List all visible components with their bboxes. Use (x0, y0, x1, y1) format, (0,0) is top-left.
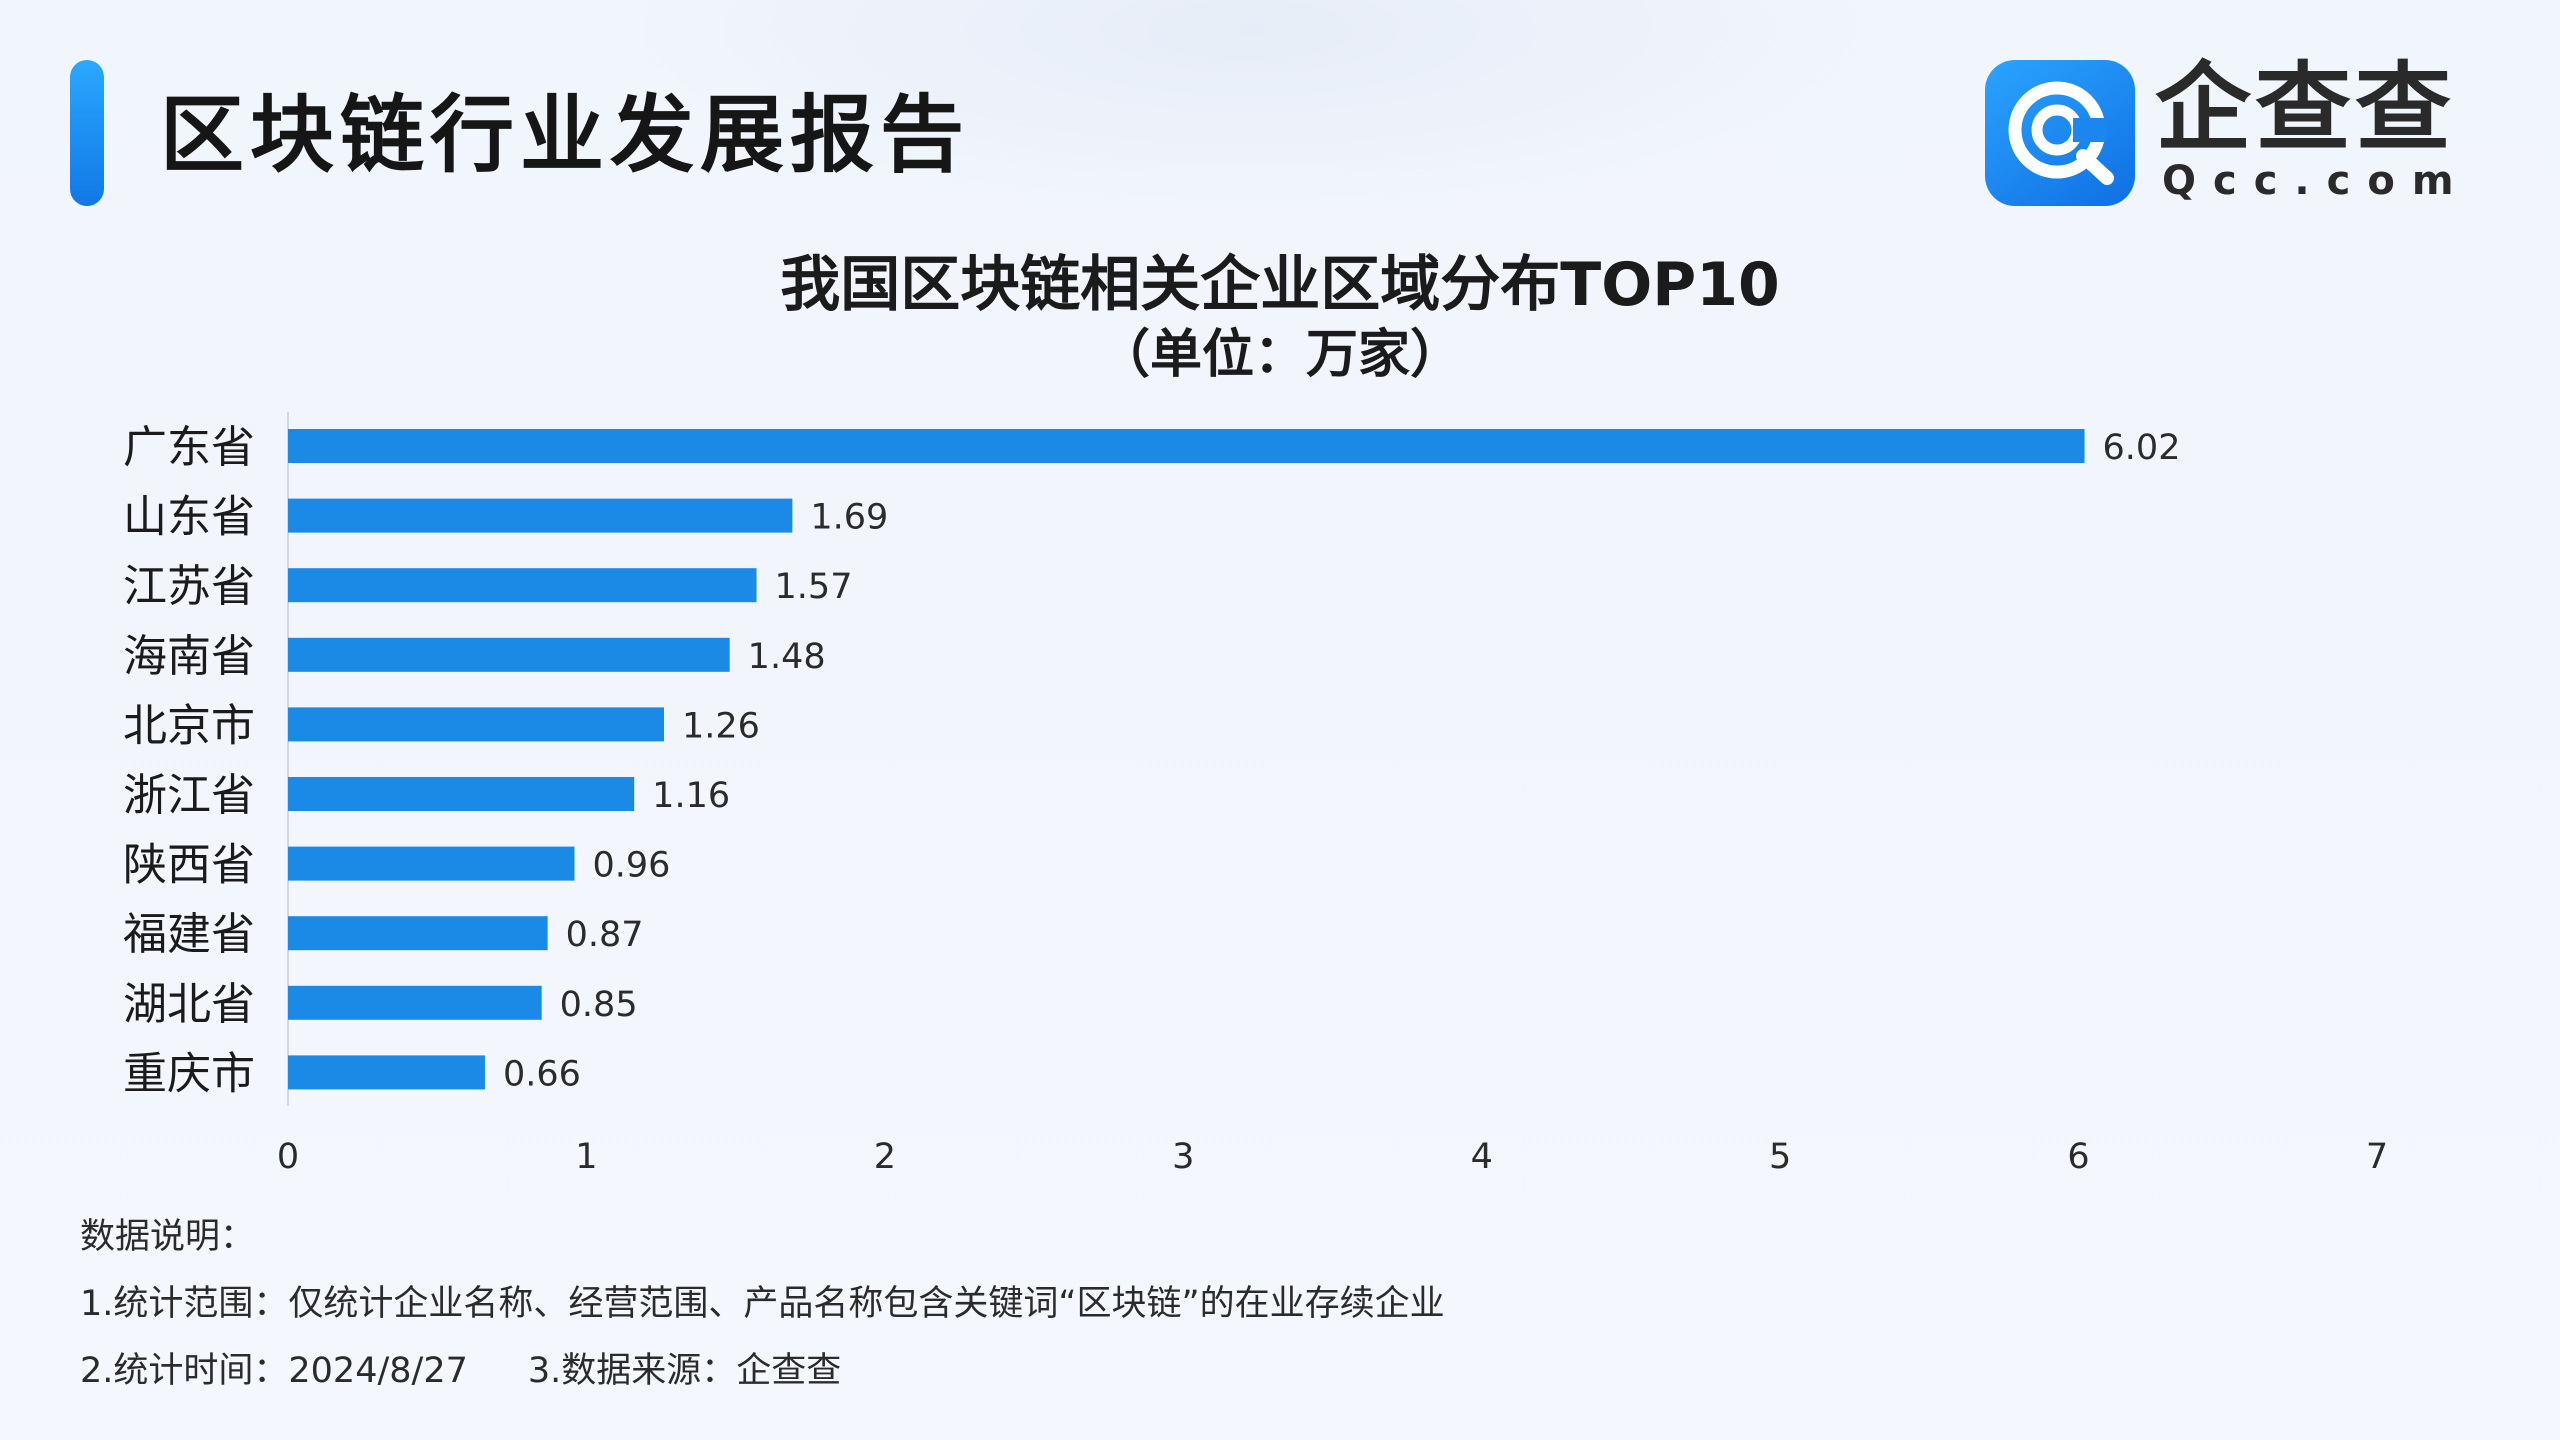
value-label-3: 1.57 (775, 567, 853, 607)
bar-1 (288, 429, 2085, 463)
x-tick-label-1: 1 (575, 1137, 597, 1177)
notes-heading: 数据说明： (80, 1217, 256, 1257)
notes-time-source: 2.统计时间：2024/8/27 3.数据来源：企查查 (80, 1354, 1445, 1421)
category-label-7: 陕西省 (123, 840, 255, 891)
x-tick-label-6: 6 (2067, 1137, 2089, 1177)
x-tick-label-5: 5 (1769, 1137, 1791, 1177)
notes-scope: 1.统计范围：仅统计企业名称、经营范围、产品名称包含关键词“区块链”的在业存续企… (80, 1284, 1445, 1324)
data-notes: 数据说明： 1.统计范围：仅统计企业名称、经营范围、产品名称包含关键词“区块链”… (80, 1220, 1445, 1421)
value-label-9: 0.85 (560, 985, 638, 1025)
value-label-5: 1.26 (682, 706, 760, 746)
bar-10 (288, 1055, 485, 1090)
chart-title: 我国区块链相关企业区域分布TOP10 (780, 250, 1780, 320)
value-label-1: 6.02 (2103, 428, 2181, 468)
category-label-5: 北京市 (123, 700, 255, 751)
value-label-8: 0.87 (566, 915, 644, 955)
notes-time: 2.统计时间：2024/8/27 (80, 1351, 468, 1391)
bar-3 (288, 568, 757, 603)
category-label-3: 江苏省 (123, 561, 255, 612)
value-label-10: 0.66 (503, 1054, 581, 1094)
category-label-9: 湖北省 (123, 979, 255, 1030)
value-label-7: 0.96 (592, 846, 670, 886)
report-title: 区块链行业发展报告 (160, 86, 971, 184)
category-label-10: 重庆市 (123, 1048, 255, 1099)
category-label-2: 山东省 (123, 492, 255, 543)
bar-2 (288, 498, 793, 533)
bar-9 (288, 985, 542, 1020)
bar-6 (288, 777, 635, 811)
x-tick-label-4: 4 (1471, 1137, 1493, 1177)
value-label-4: 1.48 (748, 637, 826, 677)
bar-4 (288, 637, 730, 672)
value-label-2: 1.69 (810, 498, 888, 538)
qcc-logo-icon (1985, 60, 2135, 206)
category-label-1: 广东省 (123, 422, 255, 473)
chart-subtitle: （单位：万家） (1097, 325, 1462, 385)
bar-7 (288, 846, 575, 881)
bar-5 (288, 707, 665, 742)
x-tick-label-0: 0 (277, 1137, 299, 1177)
bar-chart: 广东省 6.02 山东省 1.69 江苏省 1.57 海南省 1.48 北京市 1.26 浙江省 1.… (123, 412, 2388, 1177)
x-tick-label-3: 3 (1172, 1137, 1194, 1177)
category-label-4: 海南省 (123, 631, 255, 682)
brand-name: 企查查 (2155, 52, 2455, 164)
category-label-8: 福建省 (123, 909, 255, 960)
notes-source: 3.数据来源：企查查 (527, 1351, 842, 1391)
title-accent-bar (70, 60, 104, 206)
x-tick-label-7: 7 (2366, 1137, 2388, 1177)
brand-domain: Qcc.com (2162, 158, 2471, 204)
value-label-6: 1.16 (652, 776, 730, 816)
bar-8 (288, 916, 548, 951)
category-label-6: 浙江省 (123, 770, 255, 821)
x-tick-label-2: 2 (874, 1137, 896, 1177)
